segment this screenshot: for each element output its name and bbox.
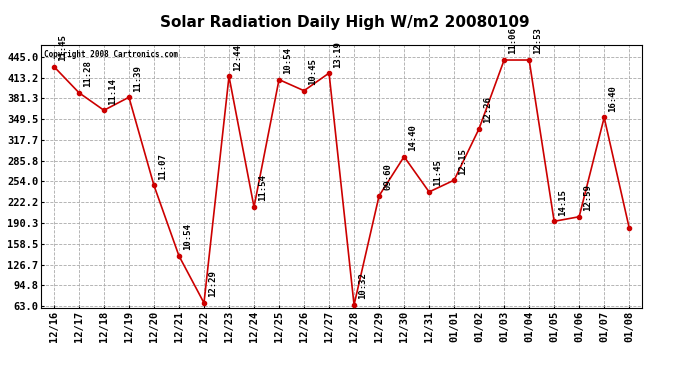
Text: 11:54: 11:54: [258, 174, 267, 201]
Text: 14:40: 14:40: [408, 124, 417, 151]
Text: 09:60: 09:60: [383, 164, 392, 190]
Text: 12:44: 12:44: [233, 44, 242, 71]
Text: 10:54: 10:54: [183, 224, 192, 251]
Text: 14:15: 14:15: [558, 189, 567, 216]
Text: 12:26: 12:26: [483, 96, 492, 123]
Text: 12:15: 12:15: [458, 148, 467, 175]
Text: 12:59: 12:59: [583, 184, 592, 211]
Text: 11:39: 11:39: [133, 65, 142, 92]
Text: 11:07: 11:07: [158, 153, 167, 180]
Text: 11:45: 11:45: [58, 34, 67, 61]
Text: 13:19: 13:19: [333, 40, 342, 68]
Text: 12:29: 12:29: [208, 270, 217, 297]
Text: 10:32: 10:32: [358, 273, 367, 299]
Text: 10:45: 10:45: [308, 58, 317, 85]
Text: 11:45: 11:45: [433, 159, 442, 186]
Text: 12:53: 12:53: [533, 28, 542, 54]
Text: 16:40: 16:40: [609, 85, 618, 112]
Text: 11:28: 11:28: [83, 60, 92, 87]
Text: Copyright 2008 Cartronics.com: Copyright 2008 Cartronics.com: [44, 50, 179, 59]
Text: Solar Radiation Daily High W/m2 20080109: Solar Radiation Daily High W/m2 20080109: [160, 15, 530, 30]
Text: 10:54: 10:54: [283, 47, 292, 74]
Text: 11:06: 11:06: [509, 28, 518, 54]
Text: 11:14: 11:14: [108, 78, 117, 105]
